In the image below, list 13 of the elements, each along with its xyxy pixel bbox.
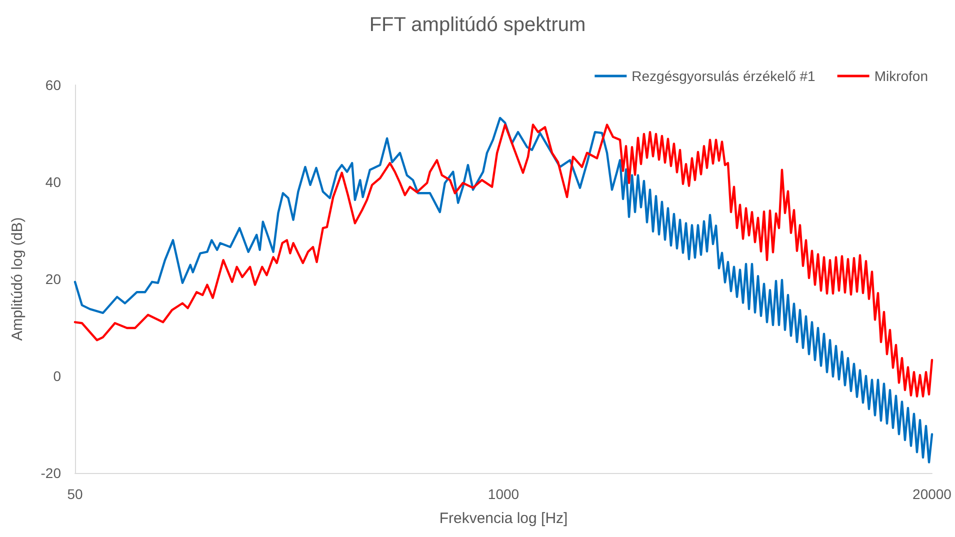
y-axis-title: Amplitúdó log (dB): [9, 217, 26, 341]
x-tick-label: 20000: [912, 486, 952, 502]
chart-title: FFT amplitúdó spektrum: [369, 14, 586, 36]
legend-label: Mikrofon: [874, 68, 928, 84]
y-tick-label: 40: [45, 174, 62, 190]
y-tick-label: 20: [45, 271, 62, 287]
x-tick-label: 50: [67, 486, 83, 502]
y-tick-label: -20: [40, 465, 62, 481]
x-tick-label: 1000: [488, 486, 520, 502]
y-tick-label: 60: [45, 77, 62, 93]
legend-label: Rezgésgyorsulás érzékelő #1: [632, 68, 816, 84]
y-tick-label: 0: [53, 368, 62, 384]
x-axis-title: Frekvencia log [Hz]: [439, 510, 568, 527]
